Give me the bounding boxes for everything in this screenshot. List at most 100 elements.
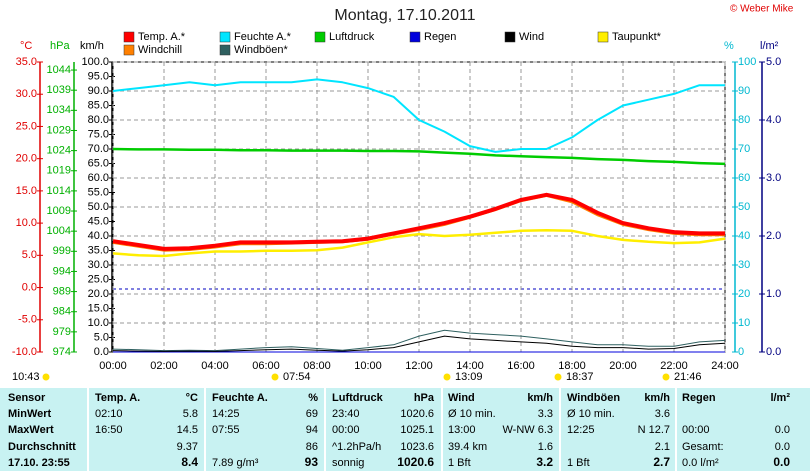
y-tick-label: 1.0 <box>766 288 781 300</box>
y-tick-label: -5.0 <box>18 314 37 326</box>
y-tick-label: 15.0 <box>16 185 37 197</box>
table-cell: 0.0 l/m² <box>682 457 719 469</box>
y-tick-label: 90 <box>738 85 750 97</box>
x-tick-label: 14:00 <box>456 360 484 372</box>
annotation: 10:43 <box>12 371 40 383</box>
y-tick-label: 5.0 <box>94 331 109 343</box>
y-tick-label: -10.0 <box>12 346 37 358</box>
legend-swatch <box>123 44 135 56</box>
table-cell: Gesamt: <box>682 441 724 453</box>
legend-label: Luftdruck <box>329 31 375 43</box>
y-tick-label: 0.0 <box>22 281 37 293</box>
y-tick-label: 4.0 <box>766 114 781 126</box>
annotation: 21:46 <box>674 371 702 383</box>
y-tick-label: 65.0 <box>88 157 109 169</box>
y-tick-label: 85.0 <box>88 99 109 111</box>
table-header: Feuchte A. <box>212 392 268 404</box>
y-tick-label: 1004 <box>47 225 71 237</box>
table-cell: 86 <box>306 441 318 453</box>
table-cell: 3.6 <box>655 408 670 420</box>
table-header: °C <box>186 392 198 404</box>
legend-label: Wind <box>519 31 544 43</box>
table-cell: 1023.6 <box>400 441 434 453</box>
table-cell: 07:55 <box>212 424 240 436</box>
legend-swatch <box>597 31 609 43</box>
table-cell: MinWert <box>8 408 52 420</box>
table-cell: 9.37 <box>177 441 198 453</box>
sun-icon <box>42 373 50 381</box>
table-cell: MaxWert <box>8 424 54 436</box>
table-header: Windböen <box>567 392 620 404</box>
sun-icon <box>554 373 562 381</box>
y-tick-label: 95.0 <box>88 70 109 82</box>
table-cell: 1 Bft <box>448 457 471 469</box>
table-cell: 0.0 <box>773 455 790 469</box>
axis-unit: °C <box>20 40 32 52</box>
legend-label: Temp. A.* <box>138 31 186 43</box>
table-header: hPa <box>414 392 435 404</box>
y-tick-label: 989 <box>53 285 71 297</box>
y-tick-label: 80 <box>738 114 750 126</box>
table-cell: ^1.2hPa/h <box>332 441 381 453</box>
x-tick-label: 22:00 <box>660 360 688 372</box>
table-header: Regen <box>682 392 716 404</box>
x-tick-label: 08:00 <box>303 360 331 372</box>
y-tick-label: 1034 <box>47 104 71 116</box>
table-cell: 1 Bft <box>567 457 590 469</box>
legend-swatch <box>314 31 326 43</box>
chart-title: Montag, 17.10.2011 <box>334 7 475 24</box>
y-tick-label: 15.0 <box>88 302 109 314</box>
table-cell: 94 <box>306 424 318 436</box>
y-tick-label: 3.0 <box>766 172 781 184</box>
legend-swatch <box>409 31 421 43</box>
table-cell: 17.10. 23:55 <box>8 457 70 469</box>
y-tick-label: 45.0 <box>88 215 109 227</box>
table-cell: Ø 10 min. <box>448 408 496 420</box>
series-line <box>112 329 726 352</box>
y-tick-label: 1009 <box>47 205 71 217</box>
y-tick-label: 2.0 <box>766 230 781 242</box>
legend-label: Windchill <box>138 44 182 56</box>
legend-label: Feuchte A.* <box>234 31 292 43</box>
y-tick-label: 5.0 <box>22 249 37 261</box>
legend-swatch <box>123 31 135 43</box>
y-tick-label: 1014 <box>47 185 71 197</box>
y-tick-label: 50 <box>738 201 750 213</box>
y-tick-label: 0.0 <box>766 346 781 358</box>
credit: © Weber Mike <box>730 4 794 15</box>
y-tick-label: 0.0 <box>94 346 109 358</box>
y-tick-label: 90.0 <box>88 85 109 97</box>
axis-unit: % <box>724 40 734 52</box>
y-tick-label: 30.0 <box>88 259 109 271</box>
table-header: Sensor <box>8 392 46 404</box>
y-tick-label: 100.0 <box>81 56 109 68</box>
y-tick-label: 999 <box>53 245 71 257</box>
y-tick-label: 80.0 <box>88 114 109 126</box>
table-cell: 1020.6 <box>397 455 434 469</box>
axis-unit: hPa <box>50 40 70 52</box>
table-cell: 0.0 <box>775 424 790 436</box>
table-cell: 00:00 <box>332 424 360 436</box>
y-tick-label: 1039 <box>47 84 71 96</box>
axis-unit: l/m² <box>760 40 779 52</box>
y-tick-label: 10.0 <box>88 317 109 329</box>
table-cell: 1020.6 <box>400 408 434 420</box>
y-tick-label: 1019 <box>47 165 71 177</box>
series-line <box>112 78 725 153</box>
table-header: km/h <box>527 392 553 404</box>
y-tick-label: 10.0 <box>16 217 37 229</box>
legend-swatch <box>504 31 516 43</box>
sun-icon <box>443 373 451 381</box>
y-tick-label: 75.0 <box>88 128 109 140</box>
table-cell: 00:00 <box>682 424 710 436</box>
y-tick-label: 979 <box>53 326 71 338</box>
table-cell: Durchschnitt <box>8 441 76 453</box>
table-header: % <box>308 392 318 404</box>
y-tick-label: 70.0 <box>88 143 109 155</box>
legend-label: Windböen* <box>234 44 289 56</box>
table-header: l/m² <box>770 392 790 404</box>
y-tick-label: 40.0 <box>88 230 109 242</box>
y-tick-label: 984 <box>53 306 71 318</box>
